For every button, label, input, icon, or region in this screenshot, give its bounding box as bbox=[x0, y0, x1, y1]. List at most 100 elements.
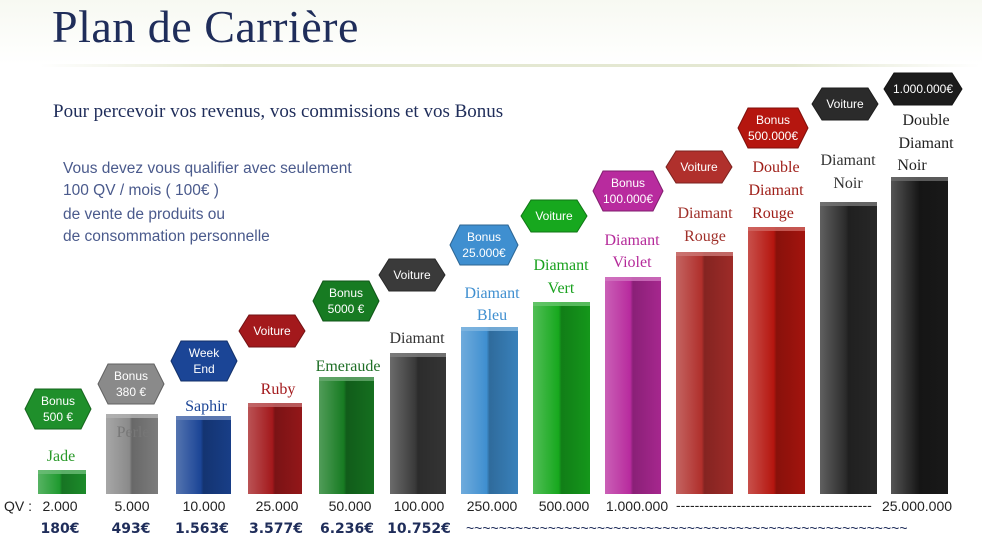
badge-5-text-1: Bonus bbox=[329, 286, 363, 300]
badge-11-text-1: Bonus bbox=[756, 113, 790, 127]
badge-9-text-1: Bonus bbox=[611, 176, 645, 190]
badge-2-icon bbox=[97, 363, 165, 405]
subtitle: Pour percevoir vos revenus, vos commissi… bbox=[53, 101, 504, 122]
qv-value-4: 25.000 bbox=[256, 498, 299, 514]
bar-cap-5 bbox=[319, 377, 374, 381]
bar-9 bbox=[605, 277, 661, 494]
note-line-2: 100 QV / mois ( 100€ ) bbox=[63, 182, 219, 199]
badge-1-text-2: 500 € bbox=[43, 410, 73, 424]
bar-4 bbox=[248, 403, 302, 494]
bar-12 bbox=[820, 202, 877, 494]
qv-value-2: 5.000 bbox=[114, 498, 149, 514]
earning-value-5: 6.236€ bbox=[320, 521, 374, 537]
badge-9-icon bbox=[592, 170, 664, 212]
rank-label-9-2: Violet bbox=[612, 254, 652, 271]
rank-label-11-3: Rouge bbox=[752, 205, 794, 222]
qv-value-6: 100.000 bbox=[394, 498, 445, 514]
rank-label-12-2: Noir bbox=[833, 175, 863, 192]
rank-label-11-1: Double bbox=[752, 159, 799, 176]
bar-3 bbox=[176, 416, 231, 494]
bar-11 bbox=[748, 227, 805, 494]
qv-value-7: 250.000 bbox=[467, 498, 518, 514]
badge-8-icon bbox=[520, 199, 588, 233]
qv-value-3: 10.000 bbox=[183, 498, 226, 514]
rank-label-13-1: Double bbox=[902, 112, 949, 129]
rank-label-12-1: Diamant bbox=[820, 152, 876, 169]
qv-value-5: 50.000 bbox=[329, 498, 372, 514]
badge-11-icon bbox=[737, 107, 809, 149]
note-line-1: Vous devez vous qualifier avec seulement bbox=[63, 160, 352, 177]
bar-cap-6 bbox=[390, 353, 446, 357]
qv-value-9: 1.000.000 bbox=[606, 498, 668, 514]
bar-cap-3 bbox=[176, 416, 231, 420]
badge-13-text-1: 1.000.000€ bbox=[893, 82, 953, 96]
badge-10-icon bbox=[665, 150, 733, 184]
badge-5-icon bbox=[312, 280, 380, 322]
bar-10 bbox=[676, 252, 733, 494]
rank-label-10-2: Rouge bbox=[684, 228, 726, 245]
bar-6 bbox=[390, 353, 446, 494]
badge-4-icon bbox=[238, 314, 306, 348]
bar-cap-9 bbox=[605, 277, 661, 281]
rank-label-6: Diamant bbox=[389, 330, 445, 347]
rank-label-4: Ruby bbox=[261, 381, 296, 398]
title-divider bbox=[40, 64, 980, 67]
rank-label-3: Saphir bbox=[185, 398, 227, 415]
bar-7 bbox=[461, 327, 518, 494]
bar-cap-4 bbox=[248, 403, 302, 407]
qv-value-1: 2.000 bbox=[42, 498, 77, 514]
bar-cap-7 bbox=[461, 327, 518, 331]
badge-6-text-1: Voiture bbox=[393, 268, 431, 282]
earning-value-4: 3.577€ bbox=[249, 521, 303, 537]
badge-1-icon bbox=[24, 388, 92, 430]
rank-label-13-2: Diamant bbox=[898, 135, 954, 152]
bar-cap-8 bbox=[533, 302, 590, 306]
badge-3-text-1: Week bbox=[189, 346, 220, 360]
badge-13-icon bbox=[883, 72, 963, 106]
badge-2-text-2: 380 € bbox=[116, 385, 146, 399]
badge-12-icon bbox=[811, 87, 879, 121]
badge-10-text-1: Voiture bbox=[680, 160, 718, 174]
badge-11-text-2: 500.000€ bbox=[748, 129, 798, 143]
rank-label-2: Perle bbox=[117, 424, 150, 441]
rank-label-8-2: Vert bbox=[548, 280, 575, 297]
rank-label-9-1: Diamant bbox=[604, 232, 660, 249]
earning-value-3: 1.563€ bbox=[175, 521, 229, 537]
badge-6-icon bbox=[378, 258, 446, 292]
badge-8-text-1: Voiture bbox=[535, 209, 573, 223]
qv-value-13: 25.000.000 bbox=[882, 498, 952, 514]
rank-label-5: Emeraude bbox=[316, 358, 381, 375]
rank-label-1: Jade bbox=[47, 448, 75, 465]
badge-1-text-1: Bonus bbox=[41, 394, 75, 408]
bar-8 bbox=[533, 302, 590, 494]
bar-cap-10 bbox=[676, 252, 733, 256]
rank-label-10-1: Diamant bbox=[677, 205, 733, 222]
earning-value-6: 10.752€ bbox=[387, 521, 451, 537]
qv-axis-label: QV : bbox=[4, 498, 32, 514]
rank-label-7-2: Bleu bbox=[477, 307, 507, 324]
badge-7-text-2: 25.000€ bbox=[462, 246, 506, 260]
badge-3-icon bbox=[170, 340, 238, 382]
badge-4-text-1: Voiture bbox=[253, 324, 291, 338]
qv-dash-line: ----------------------------------------… bbox=[676, 497, 872, 513]
note-line-4: de consommation personnelle bbox=[63, 228, 270, 245]
rank-label-13-3: Noir bbox=[897, 157, 927, 174]
rank-label-8-1: Diamant bbox=[533, 257, 589, 274]
qv-value-8: 500.000 bbox=[539, 498, 590, 514]
bar-cap-11 bbox=[748, 227, 805, 231]
bar-cap-12 bbox=[820, 202, 877, 206]
badge-2-text-1: Bonus bbox=[114, 369, 148, 383]
bar-cap-1 bbox=[38, 470, 86, 474]
page-title: Plan de Carrière bbox=[52, 1, 359, 52]
note-line-3: de vente de produits ou bbox=[63, 206, 226, 223]
rank-label-11-2: Diamant bbox=[748, 182, 804, 199]
badge-7-text-1: Bonus bbox=[467, 230, 501, 244]
badge-3-text-2: End bbox=[193, 362, 214, 376]
earning-value-1: 180€ bbox=[41, 521, 80, 537]
bar-13 bbox=[891, 177, 948, 494]
earning-value-2: 493€ bbox=[112, 521, 151, 537]
bar-5 bbox=[319, 377, 374, 494]
bar-cap-13 bbox=[891, 177, 948, 181]
bar-cap-2 bbox=[106, 414, 158, 418]
